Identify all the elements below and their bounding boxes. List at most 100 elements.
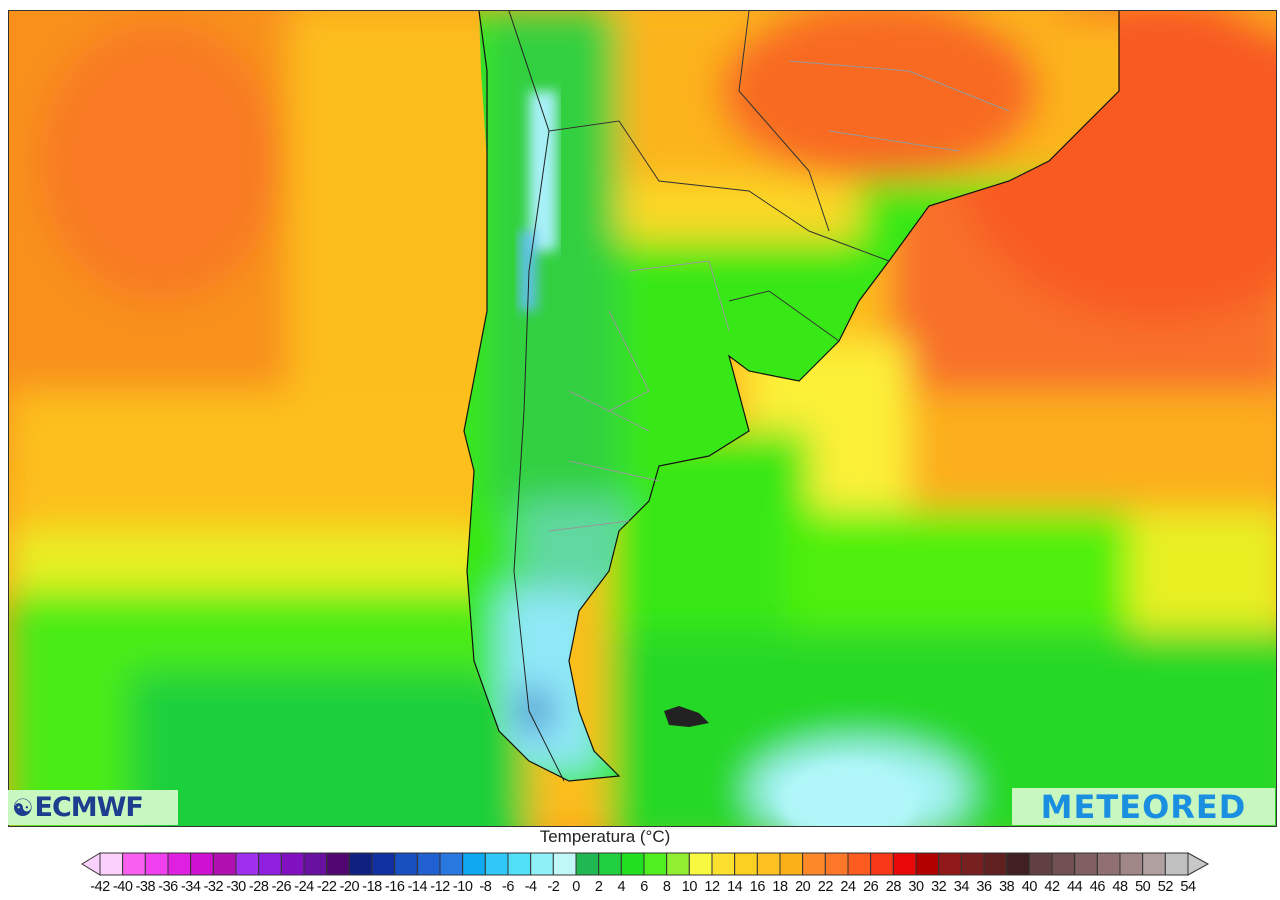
legend-tick-label: 40 [1021,879,1038,895]
legend-tick-label: -26 [271,879,292,895]
legend-swatch [915,852,940,876]
legend-swatch [303,852,328,876]
legend-swatch [1119,852,1144,876]
legend-tick-label: 0 [572,879,580,895]
legend-tick-label: 42 [1044,879,1060,895]
legend-swatch [552,852,577,876]
legend-tick-label: 38 [999,879,1015,895]
legend-tick-label: -12 [430,879,450,895]
meteored-logo: METEORED [1012,788,1275,826]
falkland-islands [664,706,709,727]
legend-swatch [122,852,146,876]
legend-swatch [598,852,622,876]
legend-tick-label: 6 [640,879,648,895]
legend-labels: -42 -40 -38 -36 -34 -32 -30 -28 -26 -24 -22 -20 -18-… [0,879,1280,899]
legend-swatch [802,852,826,876]
legend-swatch [824,852,849,876]
ecmwf-logo: ☯ECMWF [8,790,178,825]
legend-swatch [643,852,668,876]
legend-swatch [1051,852,1076,876]
legend-tick-label: 48 [1112,879,1128,895]
legend-tick-label: 4 [617,879,626,895]
legend-tick-label: -6 [502,879,514,895]
legend-swatch [666,852,690,876]
legend-tick-label: -30 [226,879,246,895]
legend-swatch [1006,852,1030,876]
legend-swatch [348,852,373,876]
legend-swatch [1074,852,1098,876]
legend-swatch [892,852,917,876]
legend-tick-label: 16 [749,879,766,895]
legend-tick-label: 24 [840,879,856,895]
ecmwf-symbol-icon: ☯ [12,794,33,822]
legend-tick-label: -24 [294,879,314,895]
legend-tick-label: 44 [1067,879,1083,895]
legend-swatch [190,852,214,876]
legend-tick-label: -28 [248,879,269,895]
legend-tick-label: 54 [1180,879,1196,895]
legend-swatch [212,852,237,876]
legend-swatch [167,852,192,876]
legend-swatch [938,852,962,876]
temperature-field [9,11,1276,826]
legend-tick-label: 52 [1157,879,1174,895]
coastline [463,11,1120,782]
legend-tick-label: -32 [203,879,224,895]
legend-swatch [1028,852,1053,876]
legend-tick-label: 20 [795,879,811,895]
legend-tick-label: -36 [158,879,178,895]
legend-swatch [575,852,600,876]
legend-swatch [280,852,305,876]
legend-swatch [235,852,260,876]
legend-tick-label: -38 [135,879,156,895]
legend-swatch [983,852,1008,876]
legend-tick-label: 26 [863,879,879,895]
legend-tick-label: -8 [479,879,492,895]
legend-tick-label: -10 [452,879,473,895]
legend-swatch [507,852,532,876]
legend-title: Temperatura (°C) [539,827,671,846]
legend-swatch [258,852,282,876]
legend-swatch [484,852,509,876]
legend-tick-label: -14 [407,879,428,895]
legend-swatch [371,852,396,876]
temperature-map[interactable] [8,10,1277,827]
country-borders [548,11,890,342]
legend-swatch [756,852,781,876]
legend-tick-label: -40 [112,879,133,895]
legend-swatch [779,852,804,876]
legend-swatch [1142,852,1166,876]
legend-swatch [870,852,894,876]
legend-tick-label: 46 [1089,879,1106,895]
legend-tick-label: 50 [1135,879,1151,895]
legend-swatch [847,852,872,876]
legend-swatch [439,852,464,876]
legend-over-arrow [1187,852,1210,876]
legend-tick-label: 8 [662,879,671,895]
legend-swatch [1096,852,1121,876]
legend-tick-label: 18 [772,879,788,895]
legend-swatch [734,852,758,876]
legend-swatch [144,852,169,876]
legend-tick-label: 30 [908,879,924,895]
legend-tick-label: 10 [681,879,698,895]
legend-tick-label: -20 [339,879,360,895]
legend-swatch [620,852,645,876]
legend-tick-label: 14 [727,879,743,895]
legend-swatch [416,852,441,876]
legend-swatch [462,852,486,876]
legend-tick-label: 34 [953,879,970,895]
legend-tick-label: 12 [704,879,720,895]
legend-tick-label: -22 [316,879,337,895]
legend-swatch [1164,852,1189,876]
legend-swatch [326,852,350,876]
legend-tick-label: -16 [384,879,405,895]
legend-swatch [394,852,418,876]
legend-swatch [530,852,554,876]
legend-swatch [960,852,985,876]
legend-tick-label: 22 [817,879,834,895]
legend-tick-label: -34 [180,879,201,895]
color-legend [81,852,1210,876]
legend-tick-label: -4 [524,879,537,895]
legend-tick-label: 36 [976,879,992,895]
